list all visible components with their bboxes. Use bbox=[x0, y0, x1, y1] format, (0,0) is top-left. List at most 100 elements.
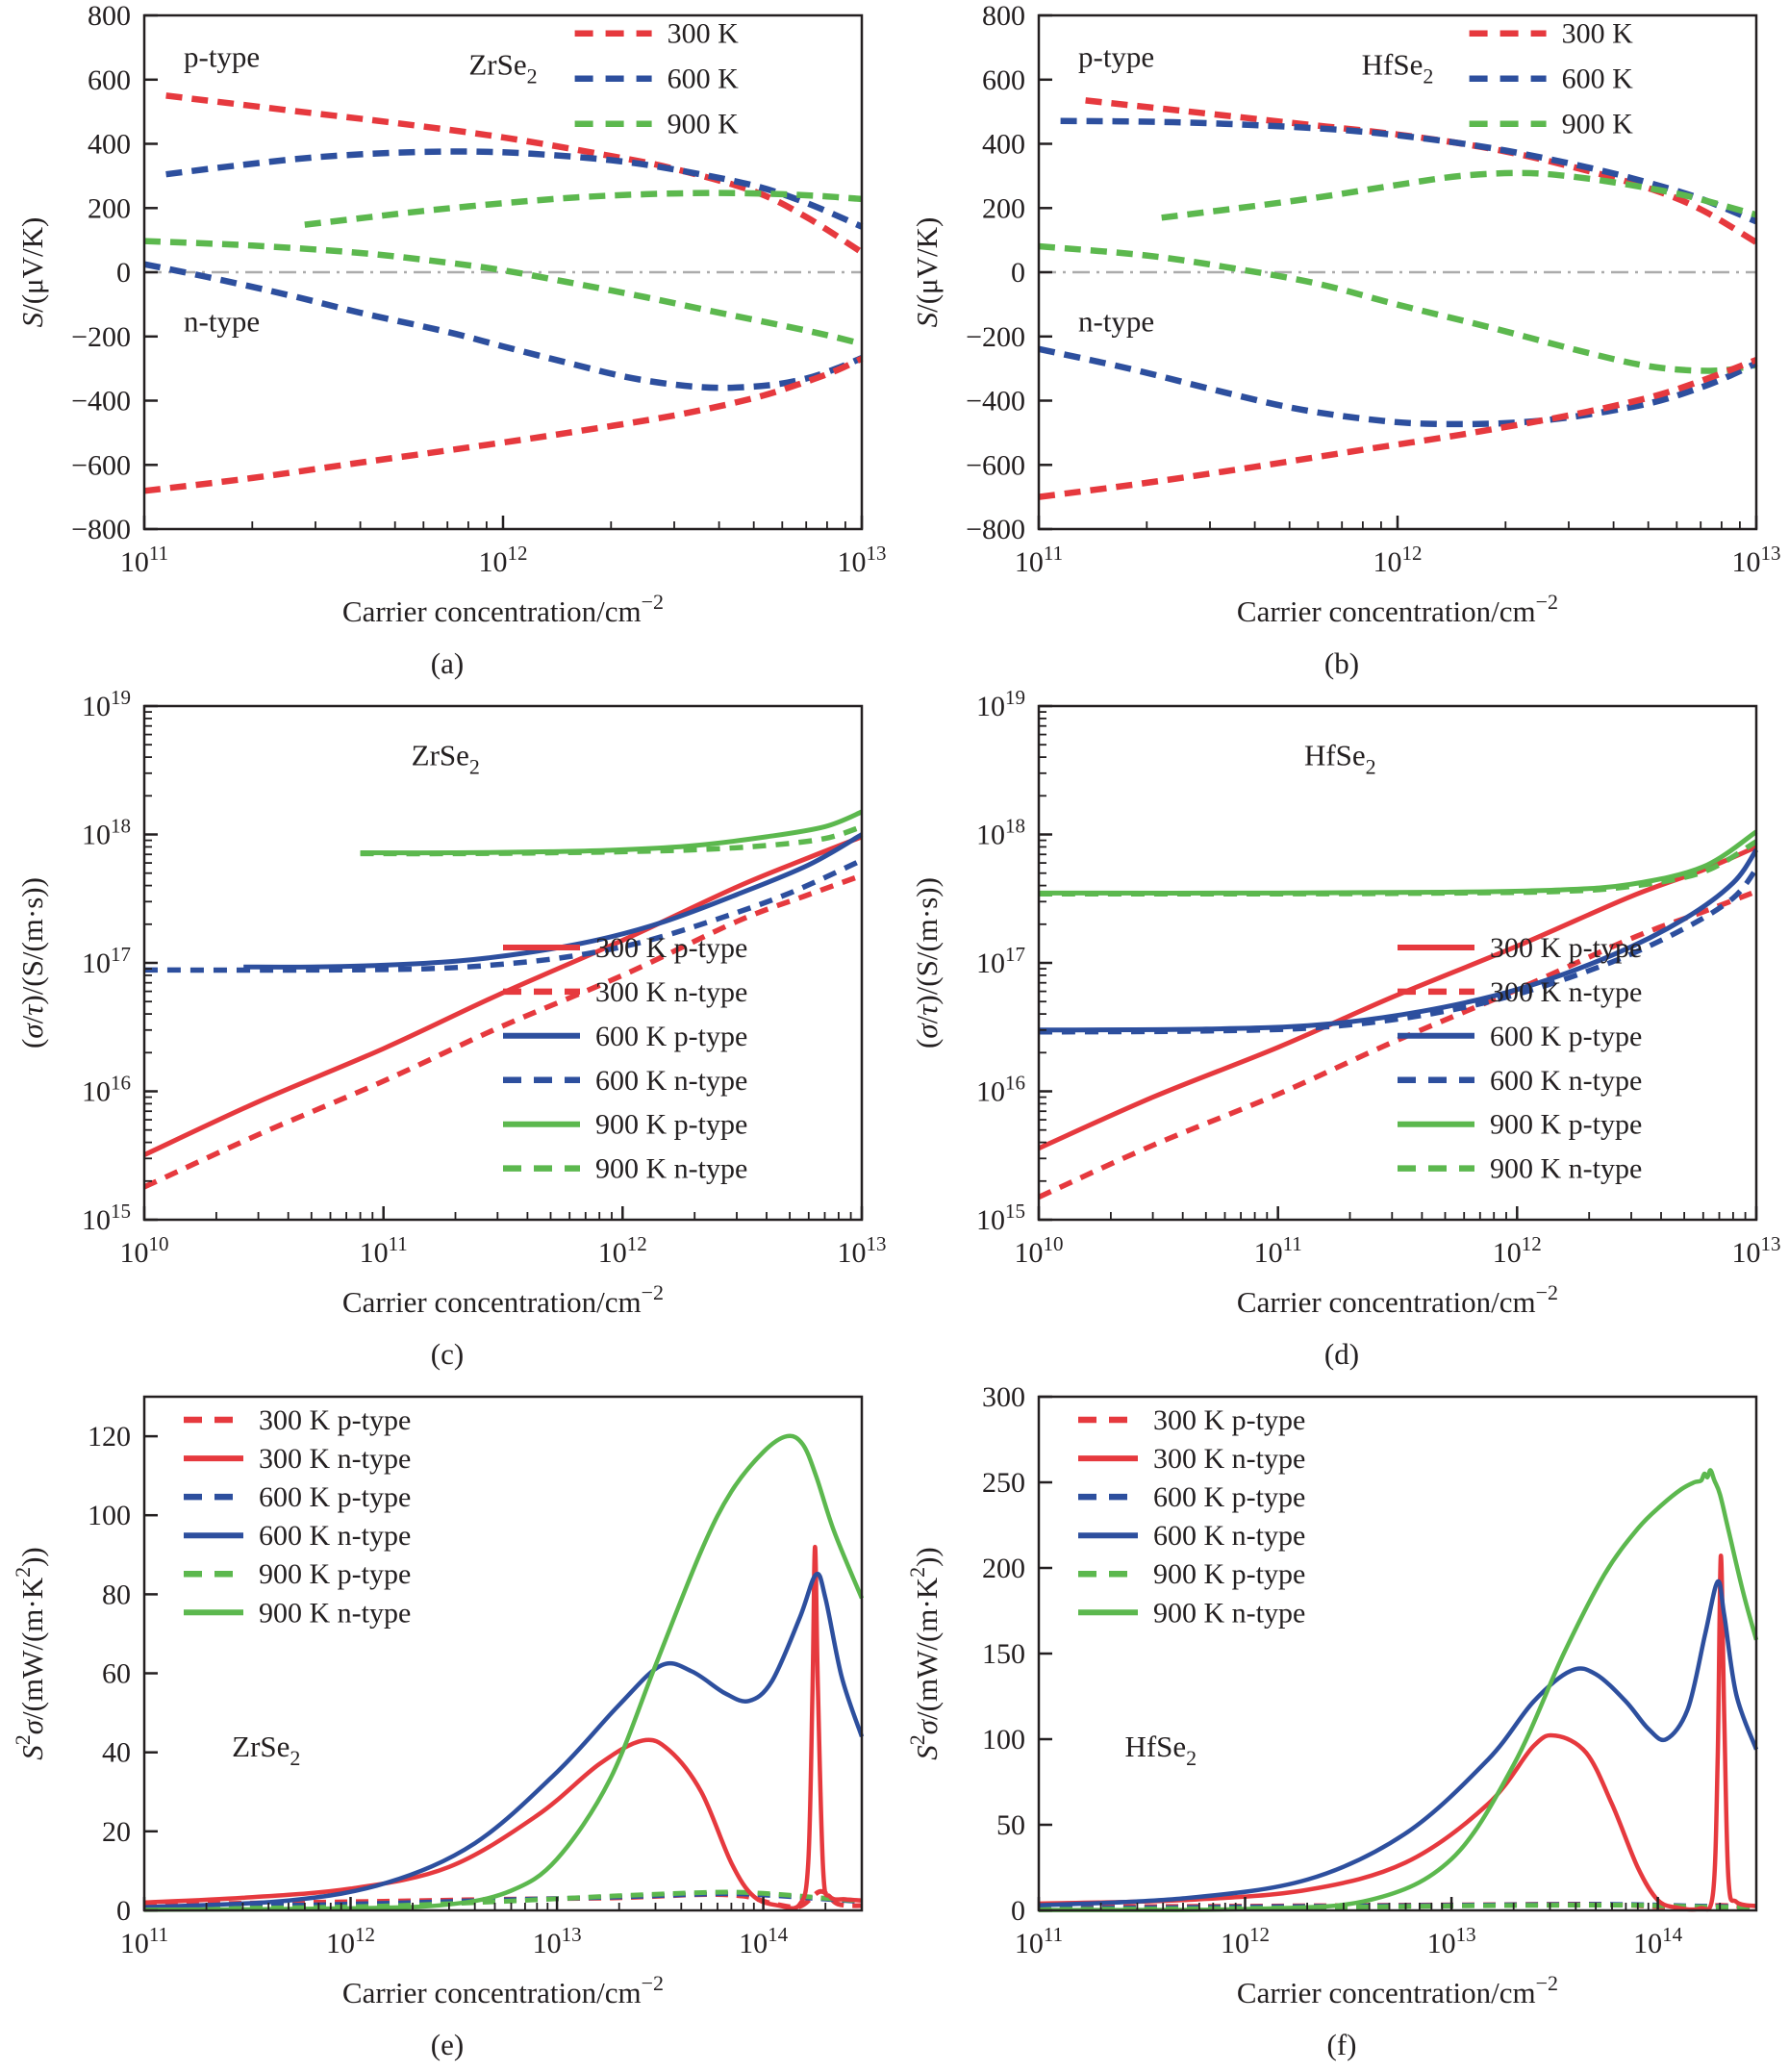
series-600-k-p-type bbox=[1060, 117, 1758, 225]
x-axis-label: Carrier concentration/cm−2 bbox=[342, 1280, 664, 1319]
annotation-p-type: p-type bbox=[1078, 39, 1154, 73]
annotation-p-type: p-type bbox=[184, 39, 260, 73]
y-tick-label: 1016 bbox=[976, 1072, 1025, 1108]
caption-c: (c) bbox=[430, 1337, 465, 1371]
x-axis-label: Carrier concentration/cm−2 bbox=[342, 1971, 664, 2009]
series-300-k-n-type bbox=[1038, 357, 1758, 500]
y-tick-label: 0 bbox=[116, 257, 131, 289]
y-tick-label: −800 bbox=[966, 514, 1025, 545]
y-tick-label: 1015 bbox=[82, 1200, 131, 1236]
legend-label: 900 K p-type bbox=[1490, 1109, 1642, 1141]
y-tick-label: 400 bbox=[88, 129, 131, 161]
series-300-k-p-type bbox=[165, 92, 864, 256]
legend-label: 600 K p-type bbox=[595, 1021, 747, 1052]
y-tick-label: 60 bbox=[102, 1658, 131, 1690]
legend-label: 300 K n-type bbox=[595, 976, 747, 1008]
y-tick-label: −200 bbox=[966, 321, 1025, 353]
x-tick-label: 1012 bbox=[1221, 1923, 1270, 1959]
series-900-k-p-type bbox=[304, 190, 863, 228]
x-tick-label: 1013 bbox=[1732, 542, 1781, 578]
legend-label: 900 K p-type bbox=[595, 1109, 747, 1141]
y-tick-label: 800 bbox=[982, 0, 1025, 32]
material-label: HfSe2 bbox=[1124, 1730, 1197, 1770]
plot-frame bbox=[1037, 1395, 1758, 1912]
y-tick-label: 400 bbox=[982, 129, 1025, 161]
legend-label: 300 K bbox=[1562, 18, 1634, 50]
y-tick-label: 100 bbox=[88, 1500, 131, 1531]
y-axis-label: S2σ/(mW/(m·K2)) bbox=[905, 1547, 944, 1760]
y-axis-label: (σ/τ)/(S/(m·s)) bbox=[15, 877, 49, 1049]
chart-a-canvas: 1011 1012 1013 −800 −600 −400 −200 0 200 400 600 80… bbox=[15, 0, 887, 628]
legend-label: 600 K bbox=[1562, 63, 1634, 95]
x-tick-label: 1012 bbox=[1493, 1232, 1542, 1269]
legend-label: 600 K n-type bbox=[259, 1520, 411, 1552]
x-tick-label: 1013 bbox=[1732, 1232, 1781, 1269]
legend-label: 600 K n-type bbox=[1490, 1065, 1642, 1097]
series-900-k-p-type bbox=[360, 809, 863, 856]
y-tick-label: 1019 bbox=[976, 691, 1025, 722]
legend-label: 900 K bbox=[1562, 109, 1634, 140]
y-axis-label: S/(μV/K) bbox=[15, 217, 49, 328]
legend-label: 900 K n-type bbox=[1490, 1153, 1642, 1185]
series-300-k-n-type bbox=[143, 1544, 863, 1911]
y-tick-label: 200 bbox=[982, 1553, 1025, 1584]
y-tick-label: 80 bbox=[102, 1579, 131, 1610]
caption-b: (b) bbox=[1323, 646, 1360, 680]
legend-label: 300 K p-type bbox=[259, 1404, 411, 1436]
series-600-k-n-type bbox=[1038, 1579, 1759, 1908]
caption-f: (f) bbox=[1326, 2028, 1357, 2061]
caption-a: (a) bbox=[430, 646, 465, 680]
material-label: ZrSe2 bbox=[232, 1730, 300, 1770]
legend-label: 900 K n-type bbox=[595, 1153, 747, 1185]
legend-label: 600 K p-type bbox=[1153, 1481, 1305, 1513]
legend-label: 900 K p-type bbox=[1153, 1558, 1305, 1590]
x-tick-label: 1013 bbox=[1427, 1923, 1476, 1959]
y-tick-label: −400 bbox=[71, 386, 131, 417]
y-tick-label: 100 bbox=[982, 1724, 1025, 1756]
series-300-k-p-type bbox=[142, 834, 863, 1157]
legend-label: 600 K n-type bbox=[1153, 1520, 1305, 1552]
x-tick-label: 1010 bbox=[1015, 1232, 1064, 1269]
y-tick-label: 1017 bbox=[82, 943, 131, 979]
x-tick-label: 1011 bbox=[360, 1232, 408, 1269]
caption-e: (e) bbox=[430, 2028, 465, 2061]
legend-label: 300 K bbox=[668, 18, 740, 50]
y-tick-label: 1018 bbox=[82, 815, 131, 851]
series-600-k-n-type bbox=[1038, 867, 1759, 1035]
y-tick-label: 1017 bbox=[976, 943, 1025, 979]
annotation-n-type: n-type bbox=[1078, 304, 1154, 338]
series-300-k-n-type bbox=[1038, 1554, 1757, 1912]
y-tick-label: 300 bbox=[982, 1381, 1025, 1413]
legend-label: 300 K p-type bbox=[1490, 932, 1642, 964]
x-tick-label: 1013 bbox=[838, 542, 887, 578]
legend-label: 300 K n-type bbox=[1490, 976, 1642, 1008]
legend-label: 300 K n-type bbox=[259, 1443, 411, 1475]
y-axis-label: S/(μV/K) bbox=[910, 217, 944, 328]
chart-b-canvas: 1011 1012 1013 −800 −600 −400 −200 0 200 400 600 80… bbox=[910, 0, 1781, 628]
x-axis-label: Carrier concentration/cm−2 bbox=[1237, 590, 1558, 628]
y-tick-label: 200 bbox=[982, 192, 1025, 224]
x-tick-label: 1012 bbox=[479, 542, 528, 578]
y-tick-label: 250 bbox=[982, 1467, 1025, 1499]
y-tick-label: 600 bbox=[982, 64, 1025, 96]
x-axis-label: Carrier concentration/cm−2 bbox=[1237, 1280, 1558, 1319]
y-axis-label: S2σ/(mW/(m·K2)) bbox=[11, 1547, 49, 1760]
annotation-n-type: n-type bbox=[184, 304, 260, 338]
y-tick-label: 0 bbox=[116, 1895, 131, 1927]
plot-frame bbox=[142, 1395, 864, 1912]
y-tick-label: 800 bbox=[88, 0, 131, 32]
material-label: HfSe2 bbox=[1304, 738, 1376, 778]
series-300-k-n-type bbox=[143, 355, 864, 494]
panel-f-powerfactor-hfse2: 1011 1012 1013 1014 0 50 100 150 200 250 300 Carrie… bbox=[894, 1381, 1789, 2072]
legend-label: 300 K p-type bbox=[595, 932, 747, 964]
x-tick-label: 1012 bbox=[1373, 542, 1423, 578]
y-tick-label: −200 bbox=[71, 321, 131, 353]
panel-d-conductivity-hfse2: 1010 1011 1012 1013 1015 1016 1017 1018 1019 Carr… bbox=[894, 691, 1789, 1381]
x-axis-label: Carrier concentration/cm−2 bbox=[1237, 1971, 1558, 2009]
legend-label: 900 K p-type bbox=[259, 1558, 411, 1590]
y-tick-label: 40 bbox=[102, 1737, 131, 1769]
y-tick-label: 150 bbox=[982, 1638, 1025, 1670]
panel-c-conductivity-zrse2: 1010 1011 1012 1013 1015 1016 1017 1018 1019 Carr… bbox=[0, 691, 894, 1381]
series-900-k-p-type bbox=[1038, 1902, 1757, 1912]
y-axis-label: (σ/τ)/(S/(m·s)) bbox=[910, 877, 944, 1049]
